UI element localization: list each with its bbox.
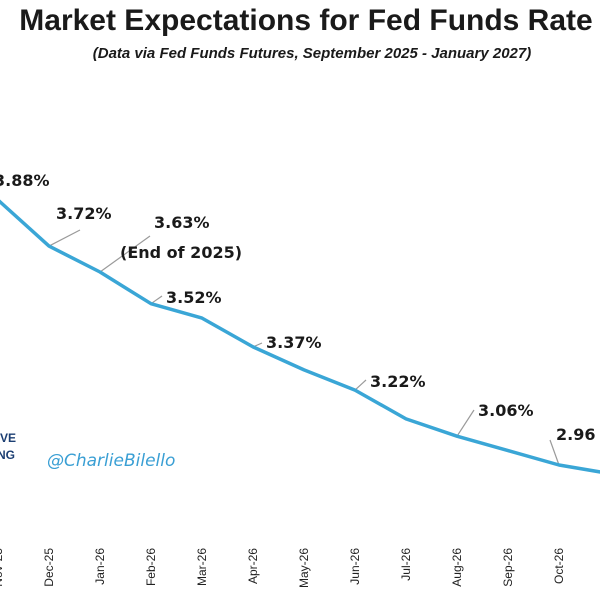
data-label-note: (End of 2025) [120,243,242,262]
x-axis-tick-labels: Nov-25 Dec-25 Jan-26 Feb-26 Mar-26 Apr-26 May-… [0,548,566,588]
x-tick-label: Apr-26 [246,548,260,584]
logo-text-bottom: NG [0,448,15,462]
chart-title: Market Expectations for Fed Funds Rate [19,4,592,37]
data-label: 3.06% [478,401,534,420]
data-label: 3.63% [154,213,210,232]
data-label: 3.37% [266,333,322,352]
data-label: 3.72% [56,204,112,223]
watermark: VE NG @CharlieBilello [0,431,175,471]
x-tick-label: Aug-26 [450,548,464,587]
x-tick-label: Jun-26 [348,548,362,585]
chart-subtitle: (Data via Fed Funds Futures, September 2… [93,45,532,62]
series-line [0,199,600,474]
callout-line [354,379,367,391]
x-tick-label: Jul-26 [399,548,413,581]
data-label: 2.96 [556,425,595,444]
callout-line [456,409,475,437]
callout-line [48,229,81,247]
logo-text-top: VE [0,431,16,445]
x-tick-label: Feb-26 [144,548,158,586]
data-label: 3.88% [0,171,50,190]
x-tick-label: May-26 [297,548,311,588]
x-tick-label: Sep-26 [501,548,515,587]
callout-line [99,235,151,273]
x-tick-label: Dec-25 [42,548,56,587]
data-label: 3.52% [166,288,222,307]
x-tick-label: Mar-26 [195,548,209,586]
callout-lines [0,183,560,466]
x-tick-label: Jan-26 [93,548,107,585]
x-tick-label: Oct-26 [552,548,566,584]
callout-line [549,439,560,466]
watermark-handle: @CharlieBilello [47,451,175,471]
x-tick-label: Nov-25 [0,548,5,587]
data-labels: 3.88% 3.72% 3.63% (End of 2025) 3.52% 3.37% 3.… [0,171,595,444]
data-label: 3.22% [370,372,426,391]
